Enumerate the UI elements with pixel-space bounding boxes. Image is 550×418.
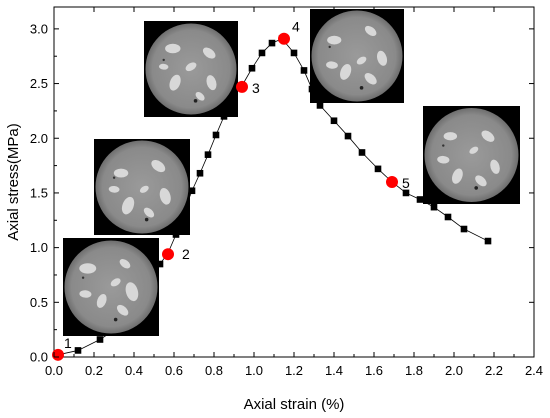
data-point [444, 213, 452, 221]
data-point [358, 149, 366, 156]
x-tick-label: 0.0 [45, 363, 63, 378]
data-point [268, 39, 276, 47]
y-tick-label: 1.0 [30, 240, 48, 255]
data-point [300, 67, 308, 74]
data-point [248, 64, 256, 72]
data-point [188, 187, 196, 195]
y-tick-label: 2.5 [30, 76, 48, 91]
x-tick-label: 1.4 [325, 363, 343, 378]
x-tick-label: 1.0 [245, 363, 263, 378]
data-point [330, 117, 338, 125]
y-tick-label: 0.5 [30, 295, 48, 310]
data-point [316, 102, 324, 109]
data-point [484, 237, 492, 245]
y-axis-title: Axial stress(MPa) [5, 123, 22, 241]
inset-image-layer [63, 9, 520, 336]
x-tick-label: 0.8 [205, 363, 223, 378]
highlight-layer: 1 2 3 4 5 [52, 19, 410, 361]
y-tick-label: 1.5 [30, 185, 48, 200]
data-point [96, 336, 104, 343]
highlight-point [52, 348, 64, 361]
data-point [460, 225, 468, 233]
axis-layer: 0.0 0.2 0.4 0.6 0.8 1.0 1.2 1.4 1.6 1.8 2.0 2.2 2.4 0… [30, 7, 543, 378]
x-tick-label: 0.4 [125, 363, 143, 378]
highlight-point [278, 32, 290, 45]
data-point [290, 49, 298, 57]
data-point [344, 132, 352, 140]
y-tick-label: 3.0 [30, 21, 48, 36]
data-point [416, 196, 424, 203]
x-tick-label: 2.2 [485, 363, 503, 378]
data-point [402, 189, 410, 197]
highlight-point-label: 5 [402, 175, 410, 191]
data-point [196, 169, 204, 177]
x-tick-label: 0.2 [85, 363, 103, 378]
ct-scan-image [144, 21, 238, 117]
y-tick-label: 2.0 [30, 131, 48, 146]
x-tick-label: 2.4 [525, 363, 543, 378]
x-tick-label: 0.6 [165, 363, 183, 378]
highlight-point-label: 3 [252, 80, 260, 96]
data-point [156, 260, 164, 268]
ct-scan-image [94, 139, 190, 235]
x-axis-title: Axial strain (%) [244, 396, 345, 413]
data-point [74, 347, 82, 354]
data-point [204, 151, 212, 158]
highlight-point-label: 2 [182, 246, 190, 262]
ct-scan-image [423, 106, 520, 204]
highlight-point [236, 80, 248, 93]
highlight-point [386, 176, 398, 188]
highlight-point-label: 4 [292, 19, 300, 35]
highlight-point [162, 248, 174, 261]
data-point [258, 49, 266, 57]
data-point [430, 203, 438, 211]
x-tick-label: 2.0 [445, 363, 463, 378]
y-tick-label: 0.0 [30, 350, 48, 365]
x-tick-label: 1.2 [285, 363, 303, 378]
data-point [374, 165, 382, 173]
ct-scan-image [310, 9, 404, 103]
x-tick-label: 1.6 [365, 363, 383, 378]
x-tick-label: 1.8 [405, 363, 423, 378]
data-point [212, 131, 220, 139]
ct-scan-image [63, 238, 159, 336]
highlight-point-label: 1 [64, 335, 72, 351]
